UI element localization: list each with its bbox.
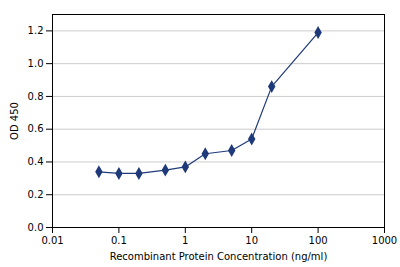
svg-text:0.01: 0.01 [41, 235, 63, 246]
svg-text:0.0: 0.0 [28, 222, 44, 233]
svg-text:0.6: 0.6 [28, 123, 44, 134]
svg-text:100: 100 [309, 235, 328, 246]
svg-text:0.4: 0.4 [28, 156, 44, 167]
svg-text:OD 450: OD 450 [9, 102, 20, 140]
svg-text:1000: 1000 [372, 235, 397, 246]
svg-text:Recombinant Protein Concentrat: Recombinant Protein Concentration (ng/ml… [110, 251, 328, 262]
svg-text:0.8: 0.8 [28, 91, 44, 102]
svg-text:10: 10 [245, 235, 258, 246]
svg-text:0.2: 0.2 [28, 189, 44, 200]
svg-text:1.2: 1.2 [28, 25, 44, 36]
svg-text:1.0: 1.0 [28, 58, 44, 69]
svg-text:1: 1 [182, 235, 188, 246]
svg-text:0.1: 0.1 [111, 235, 127, 246]
